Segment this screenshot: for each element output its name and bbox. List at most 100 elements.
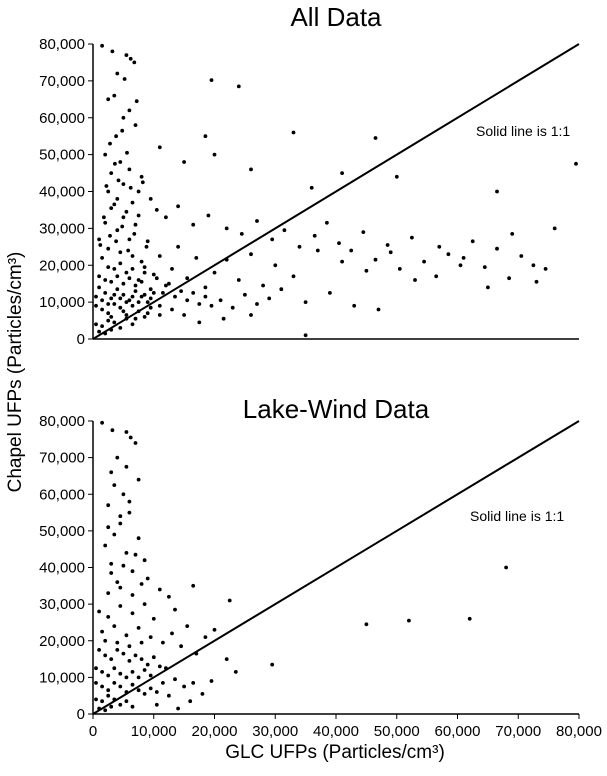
scatter-point xyxy=(543,267,548,271)
scatter-point xyxy=(148,305,153,310)
scatter-point xyxy=(108,233,112,238)
scatter-point xyxy=(97,329,101,334)
scatter-point xyxy=(115,455,120,460)
scatter-point xyxy=(120,128,125,133)
scatter-point xyxy=(376,307,381,312)
scatter-point xyxy=(422,259,426,264)
scatter-point xyxy=(128,185,133,190)
scatter-point xyxy=(118,305,123,310)
scatter-point xyxy=(151,291,156,295)
scatter-point xyxy=(124,551,129,555)
scatter-point xyxy=(114,134,118,139)
scatter-point xyxy=(212,627,217,632)
y-tick-label: 70,000 xyxy=(39,450,85,467)
scatter-point xyxy=(154,208,159,212)
scatter-point xyxy=(109,561,114,566)
scatter-point xyxy=(176,204,181,209)
panel-all-data: All Data Solid line is 1:1 0 10,000 20,000… xyxy=(39,2,580,348)
scatter-point xyxy=(249,252,253,257)
scatter-point xyxy=(133,289,138,293)
y-tick-label: 50,000 xyxy=(39,523,85,540)
scatter-point xyxy=(340,171,344,176)
scatter-point xyxy=(133,552,138,557)
scatter-point xyxy=(100,43,104,48)
x-tick-label: 0 xyxy=(89,723,97,740)
scatter-point xyxy=(109,704,114,709)
scatter-point xyxy=(106,525,111,530)
scatter-point xyxy=(118,671,123,676)
scatter-point xyxy=(504,565,508,570)
scatter-point xyxy=(118,585,123,590)
scatter-point xyxy=(103,708,108,713)
y-tick-label: 40,000 xyxy=(39,184,85,201)
scatter-point xyxy=(291,274,296,279)
scatter-point xyxy=(121,215,126,220)
scatter-point xyxy=(179,289,184,293)
scatter-point xyxy=(124,270,129,275)
scatter-point xyxy=(118,684,123,689)
scatter-point xyxy=(124,633,129,638)
scatter-point xyxy=(139,174,144,179)
scatter-point xyxy=(106,591,111,595)
scatter-point xyxy=(121,651,126,656)
scatter-point xyxy=(486,285,490,290)
scatter-point xyxy=(145,576,150,581)
scatter-point xyxy=(239,232,244,236)
scatter-point xyxy=(364,268,369,273)
scatter-point xyxy=(103,653,108,658)
scatter-point xyxy=(145,662,150,667)
scatter-point xyxy=(102,215,106,220)
scatter-point xyxy=(167,594,171,599)
scatter-point xyxy=(109,206,114,211)
scatter-point xyxy=(394,174,399,179)
scatter-point xyxy=(574,161,578,166)
scatter-point xyxy=(154,690,159,694)
scatter-point xyxy=(94,294,98,299)
scatter-point xyxy=(397,267,402,271)
scatter-point xyxy=(103,152,108,157)
scatter-point xyxy=(154,276,159,281)
scatter-point xyxy=(130,704,135,709)
scatter-point xyxy=(142,315,147,319)
scatter-point xyxy=(128,435,133,440)
scatter-point xyxy=(236,278,241,282)
scatter-point xyxy=(413,278,417,282)
scatter-point xyxy=(139,582,144,586)
scatter-point xyxy=(151,655,156,660)
scatter-point xyxy=(109,279,114,284)
scatter-point xyxy=(140,180,145,185)
scatter-point xyxy=(185,298,190,303)
scatter-point xyxy=(124,430,129,434)
scatter-point xyxy=(142,292,147,297)
scatter-point xyxy=(103,220,108,225)
one-to-one-line xyxy=(92,43,580,340)
scatter-point xyxy=(121,563,126,568)
scatter-point xyxy=(173,677,177,682)
scatter-point xyxy=(136,536,141,541)
scatter-point xyxy=(209,679,214,683)
scatter-point xyxy=(94,303,98,308)
scatter-point xyxy=(94,697,98,702)
scatter-point xyxy=(203,635,208,639)
scatter-point xyxy=(118,514,123,519)
scatter-point xyxy=(212,152,217,157)
scatter-point xyxy=(261,283,265,288)
scatter-point xyxy=(154,702,159,707)
scatter-point xyxy=(364,622,369,627)
scatter-point xyxy=(170,307,174,312)
scatter-point xyxy=(270,237,275,242)
scatter-point xyxy=(157,145,162,150)
scatter-point xyxy=(115,274,120,279)
scatter-point xyxy=(136,477,141,482)
scatter-point xyxy=(145,300,150,304)
scatter-point xyxy=(373,257,378,262)
scatter-point xyxy=(197,320,202,325)
scatter-point xyxy=(133,283,138,288)
scatter-point xyxy=(255,219,259,223)
scatter-point xyxy=(191,222,196,227)
scatter-point xyxy=(194,256,199,260)
scatter-point xyxy=(130,593,135,597)
scatter-point xyxy=(461,256,466,260)
y-tick-label: 0 xyxy=(77,706,85,723)
scatter-point xyxy=(104,184,109,188)
